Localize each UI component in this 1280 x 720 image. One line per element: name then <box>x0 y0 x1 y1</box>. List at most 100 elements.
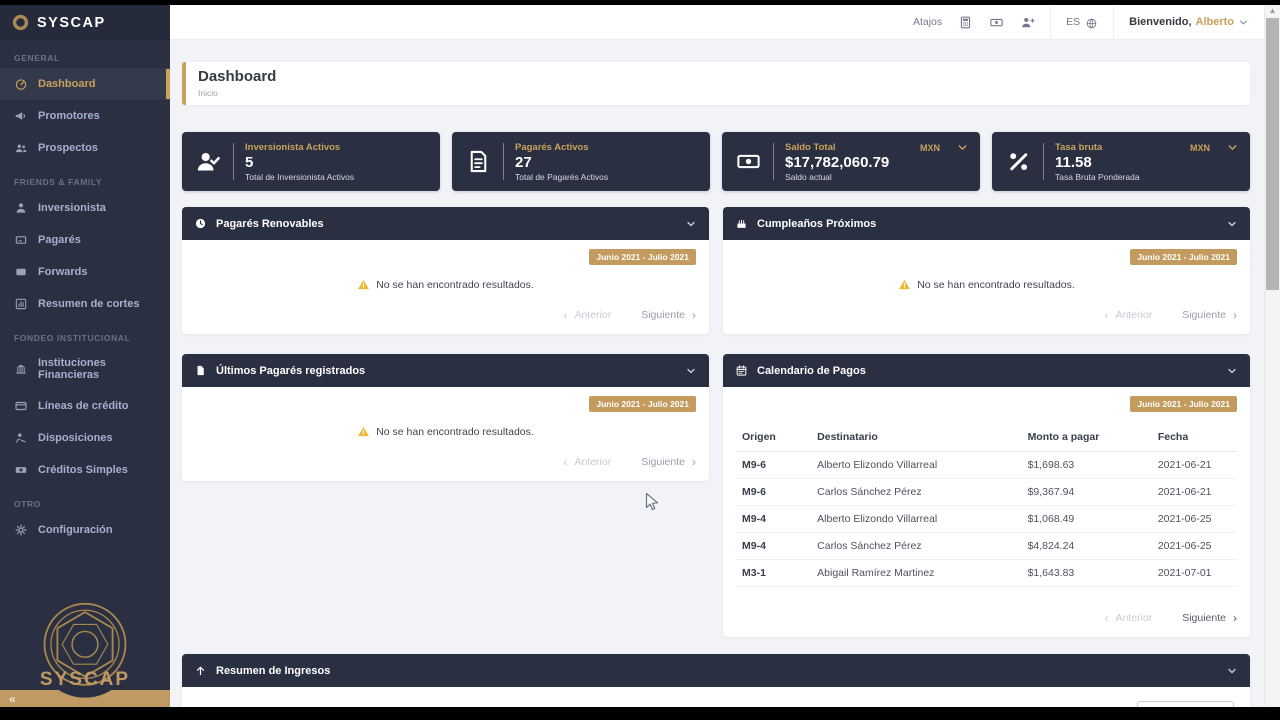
globe-icon <box>1085 16 1098 29</box>
panel-body: Junio 2021 - Julio 2021 No se han encont… <box>723 240 1250 334</box>
scroll-up-icon[interactable]: ▲ <box>1268 6 1277 15</box>
panel-header[interactable]: Cumpleaños Próximos <box>723 207 1250 240</box>
table-row[interactable]: M9-4 Carlos Sánchez Pérez $4,824.24 2021-06… <box>736 532 1237 560</box>
stat-label: Pagarés Activos <box>515 141 589 153</box>
currency-label: MXN <box>1190 142 1210 153</box>
user-menu[interactable]: Bienvenido, Alberto <box>1129 16 1249 28</box>
chevron-down-icon[interactable] <box>1226 665 1238 677</box>
app-frame: SYSCAP GENERAL Dashboard Promotores Prospec… <box>0 5 1280 707</box>
chevron-down-icon[interactable] <box>685 365 697 377</box>
language-selector[interactable]: ES <box>1066 16 1098 29</box>
currency-selector[interactable]: MXN <box>1190 141 1239 154</box>
panel-body: Junio 2021 - Julio 2021 Origen Destinatar… <box>723 387 1250 637</box>
brand[interactable]: SYSCAP <box>0 5 170 40</box>
table-row[interactable]: M9-6 Carlos Sánchez Pérez $9,367.94 2021-06… <box>736 478 1237 506</box>
table-cell: 2021-06-25 <box>1151 532 1237 560</box>
topbar-user: Bienvenido, Alberto <box>1113 5 1264 39</box>
sidebar-item-lineas-de-credito[interactable]: Líneas de crédito <box>0 390 170 422</box>
chart-currency-select[interactable]: MXN × <box>1137 701 1234 707</box>
date-range-badge: Junio 2021 - Julio 2021 <box>1130 249 1237 265</box>
table-cell: Carlos Sánchez Pérez <box>811 532 1022 560</box>
next-page-button[interactable]: Siguiente › <box>1182 611 1237 625</box>
next-page-button[interactable]: Siguiente › <box>1182 308 1237 322</box>
prev-page-button[interactable]: ‹ Anterior <box>563 308 612 322</box>
stats-row: Inversionista Activos 5 Total de Inversi… <box>182 132 1250 191</box>
chevron-right-icon: › <box>692 455 696 469</box>
collapse-icon[interactable]: « <box>9 691 16 706</box>
panel-header[interactable]: Pagarés Renovables <box>182 207 709 240</box>
sidebar-item-instituciones-financieras[interactable]: Instituciones Financieras <box>0 348 170 390</box>
prev-page-button[interactable]: ‹ Anterior <box>1104 308 1153 322</box>
sidebar-item-disposiciones[interactable]: Disposiciones <box>0 422 170 454</box>
next-page-button[interactable]: Siguiente › <box>641 308 696 322</box>
brand-logo-icon <box>12 14 29 31</box>
stat-value: 11.58 <box>1055 153 1092 171</box>
panel-header[interactable]: Últimos Pagarés registrados <box>182 354 709 387</box>
topbar: Atajos ES Bienvenido, Alberto <box>170 5 1264 40</box>
sidebar-item-promotores[interactable]: Promotores <box>0 100 170 132</box>
stat-value: $17,782,060.79 <box>785 153 890 171</box>
sidebar: SYSCAP GENERAL Dashboard Promotores Prospec… <box>0 5 170 707</box>
chevron-right-icon: › <box>1233 611 1237 625</box>
sidebar-item-label: Dashboard <box>38 78 96 90</box>
panel-body: Junio 2021 - Julio 2021 No se han encont… <box>182 387 709 481</box>
sidebar-section-label: FRIENDS & FAMILY <box>14 177 103 187</box>
column-header: Origen <box>736 423 812 452</box>
sidebar-item-resumen-de-cortes[interactable]: Resumen de cortes <box>0 288 170 320</box>
table-row[interactable]: M3-1 Abigail Ramírez Martinez $1,643.83 202… <box>736 559 1237 587</box>
sidebar-item-configuracion[interactable]: Configuración <box>0 514 170 546</box>
panel-header[interactable]: Resumen de Ingresos <box>182 654 1250 687</box>
calculator-icon[interactable] <box>958 15 973 30</box>
stat-caption: Total de Pagarés Activos <box>515 171 609 182</box>
chevron-left-icon: ‹ <box>1104 611 1109 625</box>
sidebar-item-inversionista[interactable]: Inversionista <box>0 192 170 224</box>
next-page-button[interactable]: Siguiente › <box>641 455 696 469</box>
stat-card-inversionistas: Inversionista Activos 5 Total de Inversi… <box>182 132 440 191</box>
page-title: Dashboard <box>198 68 277 85</box>
invoice-icon <box>465 148 492 175</box>
banknote-icon[interactable] <box>989 15 1004 30</box>
stat-label: Inversionista Activos <box>245 141 341 153</box>
stat-value: 27 <box>515 153 532 171</box>
stat-card-tasa-bruta: Tasa bruta 11.58 Tasa Bruta Ponderada MX… <box>992 132 1250 191</box>
prev-page-button[interactable]: ‹ Anterior <box>1104 611 1153 625</box>
sidebar-section-label: FONDEO INSTITUCIONAL <box>14 333 131 343</box>
currency-selector[interactable]: MXN <box>920 141 969 154</box>
sidebar-section-label: OTRO <box>14 499 41 509</box>
add-user-icon[interactable] <box>1020 15 1035 30</box>
panel-header[interactable]: Calendario de Pagos <box>723 354 1250 387</box>
vertical-scrollbar[interactable]: ▲ <box>1264 5 1280 707</box>
table-row[interactable]: M9-6 Alberto Elizondo Villarreal $1,698.63… <box>736 451 1237 479</box>
scrollbar-thumb[interactable] <box>1266 18 1279 290</box>
topbar-shortcuts: Atajos <box>898 5 1050 39</box>
chevron-down-icon[interactable] <box>1226 218 1238 230</box>
note-icon <box>14 233 28 247</box>
sidebar-item-label: Líneas de crédito <box>38 400 129 412</box>
sidebar-item-label: Forwards <box>38 266 88 278</box>
gauge-icon <box>14 77 28 91</box>
chevron-down-icon[interactable] <box>1226 365 1238 377</box>
person-check-icon <box>195 148 222 175</box>
sidebar-item-label: Pagarés <box>38 234 81 246</box>
date-range-badge: Junio 2021 - Julio 2021 <box>589 396 696 412</box>
sidebar-item-creditos-simples[interactable]: Créditos Simples <box>0 454 170 486</box>
table-cell: $9,367.94 <box>1021 478 1152 506</box>
sidebar-item-pagares[interactable]: Pagarés <box>0 224 170 256</box>
table-cell: Alberto Elizondo Villarreal <box>811 505 1022 533</box>
clear-icon[interactable]: × <box>1201 707 1207 708</box>
sidebar-section-label: GENERAL <box>14 53 60 63</box>
table-cell: Abigail Ramírez Martinez <box>811 559 1022 587</box>
table-cell: $1,698.63 <box>1021 451 1152 479</box>
sidebar-item-dashboard[interactable]: Dashboard <box>0 68 170 100</box>
prev-page-button[interactable]: ‹ Anterior <box>563 455 612 469</box>
sidebar-item-label: Créditos Simples <box>38 464 128 476</box>
topbar-language: ES <box>1050 5 1113 39</box>
chevron-down-icon[interactable] <box>685 218 697 230</box>
main-content: Dashboard Inicio Inversionista Activos 5… <box>170 40 1264 707</box>
table-row[interactable]: M9-4 Alberto Elizondo Villarreal $1,068.49… <box>736 505 1237 533</box>
sidebar-item-prospectos[interactable]: Prospectos <box>0 132 170 164</box>
sidebar-collapse-bar[interactable]: « <box>0 690 170 707</box>
sidebar-item-forwards[interactable]: Forwards <box>0 256 170 288</box>
divider <box>773 143 774 180</box>
card-icon <box>14 265 28 279</box>
